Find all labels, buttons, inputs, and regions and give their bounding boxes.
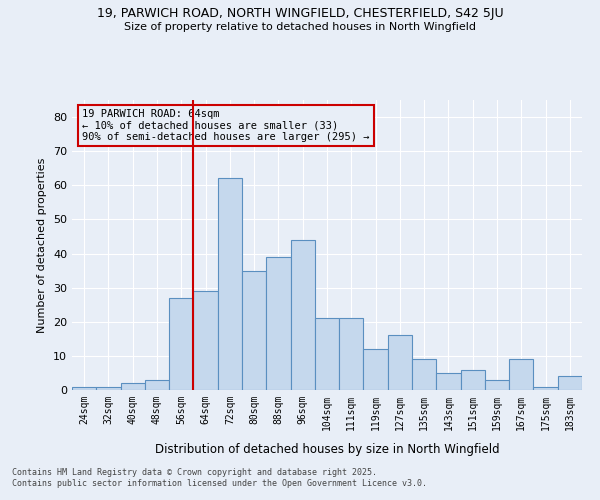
Bar (121, 383, 145, 390)
Text: Distribution of detached houses by size in North Wingfield: Distribution of detached houses by size … (155, 442, 499, 456)
Y-axis label: Number of detached properties: Number of detached properties (37, 158, 47, 332)
Bar (266, 257, 290, 390)
Bar (461, 370, 485, 390)
Bar (145, 380, 169, 390)
Bar (436, 373, 461, 390)
Text: Contains HM Land Registry data © Crown copyright and database right 2025.
Contai: Contains HM Land Registry data © Crown c… (12, 468, 427, 487)
Bar (290, 240, 315, 390)
Text: 19 PARWICH ROAD: 64sqm
← 10% of detached houses are smaller (33)
90% of semi-det: 19 PARWICH ROAD: 64sqm ← 10% of detached… (82, 108, 370, 142)
Bar (364, 349, 388, 390)
Bar (509, 360, 533, 390)
Bar (388, 336, 412, 390)
Bar (169, 298, 193, 390)
Bar (242, 270, 266, 390)
Bar (485, 380, 509, 390)
Bar (72, 386, 96, 390)
Bar (96, 386, 121, 390)
Bar (558, 376, 582, 390)
Text: 19, PARWICH ROAD, NORTH WINGFIELD, CHESTERFIELD, S42 5JU: 19, PARWICH ROAD, NORTH WINGFIELD, CHEST… (97, 8, 503, 20)
Bar (315, 318, 339, 390)
Bar (412, 360, 436, 390)
Text: Size of property relative to detached houses in North Wingfield: Size of property relative to detached ho… (124, 22, 476, 32)
Bar (533, 386, 558, 390)
Bar (218, 178, 242, 390)
Bar (339, 318, 364, 390)
Bar (193, 291, 218, 390)
